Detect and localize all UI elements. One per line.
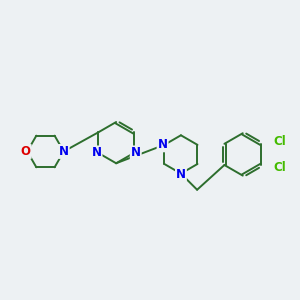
Text: N: N (158, 138, 168, 151)
Text: Cl: Cl (274, 161, 286, 174)
Text: Cl: Cl (274, 135, 286, 148)
Text: N: N (131, 146, 141, 159)
Text: N: N (176, 168, 186, 181)
Text: N: N (59, 145, 69, 158)
Text: O: O (21, 145, 31, 158)
Text: N: N (92, 146, 101, 159)
